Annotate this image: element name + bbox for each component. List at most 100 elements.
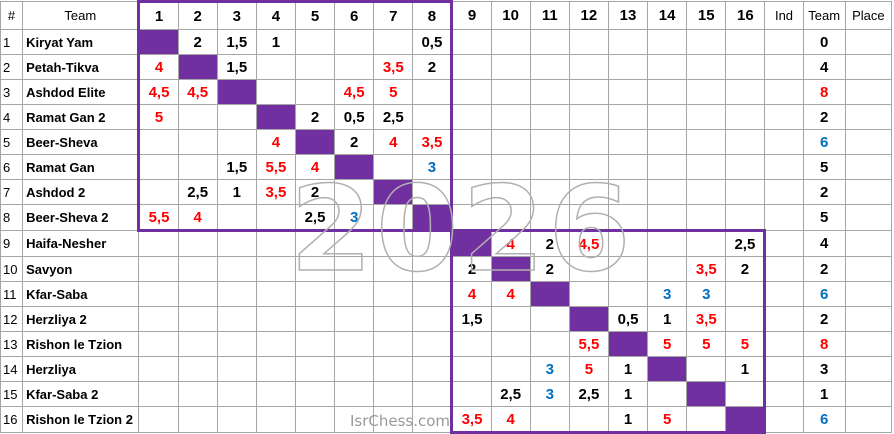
row-rank: 14 [0, 356, 24, 382]
result-cell [568, 104, 609, 130]
header-col-13: 13 [607, 1, 649, 30]
result-cell [334, 331, 375, 357]
team-score: 4 [802, 54, 846, 80]
result-cell [294, 79, 336, 105]
result-cell [529, 104, 570, 130]
result-cell [529, 54, 570, 80]
team-name: Kfar-Saba [22, 281, 140, 307]
row-rank: 9 [0, 230, 24, 257]
diagonal-cell [412, 204, 454, 232]
result-cell [216, 356, 257, 382]
result-cell [686, 104, 727, 130]
result-cell: 1 [607, 381, 649, 407]
diagonal-cell [568, 306, 609, 332]
team-name: Rishon le Tzion [22, 331, 140, 357]
result-cell [334, 306, 375, 332]
result-cell [647, 79, 688, 105]
team-score: 8 [802, 331, 846, 357]
result-cell [177, 356, 218, 382]
result-cell: 4 [137, 54, 179, 80]
team-score: 2 [802, 256, 846, 282]
result-cell: 5,5 [255, 154, 296, 180]
result-cell [568, 281, 609, 307]
result-cell [334, 281, 375, 307]
result-cell [725, 154, 766, 180]
individual-score [764, 356, 804, 382]
result-cell [138, 331, 179, 357]
result-cell: 4 [373, 129, 414, 155]
result-cell [529, 179, 570, 205]
row-rank: 7 [0, 179, 24, 205]
result-cell [138, 306, 179, 332]
result-cell: 3 [529, 381, 570, 407]
individual-score [764, 331, 804, 357]
header-col-11: 11 [529, 1, 570, 30]
individual-score [764, 306, 804, 332]
result-cell: 2 [334, 129, 375, 155]
row-rank: 11 [0, 281, 24, 307]
result-cell [451, 154, 492, 180]
result-cell [334, 29, 375, 55]
result-cell [412, 306, 453, 332]
header-col-8: 8 [412, 0, 454, 30]
result-cell [177, 406, 218, 433]
result-cell [686, 356, 727, 382]
result-cell [412, 331, 453, 357]
individual-score [764, 381, 804, 407]
result-cell [568, 54, 609, 80]
result-cell [607, 79, 649, 105]
result-cell: 3,5 [255, 179, 296, 205]
diagonal-cell [686, 381, 727, 407]
place [844, 29, 893, 55]
place [844, 230, 893, 257]
result-cell [412, 381, 453, 407]
individual-score [764, 104, 804, 130]
result-cell [294, 331, 336, 357]
result-cell: 2 [450, 256, 492, 282]
result-cell [216, 256, 257, 282]
result-cell: 5 [647, 406, 688, 434]
result-cell: 4,5 [568, 229, 609, 257]
individual-score [764, 79, 804, 105]
result-cell [373, 356, 414, 382]
result-cell [412, 281, 453, 307]
result-cell [607, 256, 649, 282]
result-cell [137, 154, 179, 180]
individual-score [764, 129, 804, 155]
team-name: Herzliya 2 [22, 306, 140, 332]
diagonal-cell [529, 281, 570, 307]
team-score: 3 [802, 356, 846, 382]
result-cell: 0,5 [607, 306, 649, 332]
result-cell [568, 79, 609, 105]
diagonal-cell [725, 406, 767, 434]
result-cell [294, 281, 336, 307]
result-cell [607, 104, 649, 130]
individual-score [764, 29, 804, 55]
result-cell [647, 204, 688, 231]
result-cell [373, 230, 414, 257]
header-col-10: 10 [490, 1, 531, 30]
result-cell: 4 [177, 204, 218, 232]
result-cell: 4 [294, 154, 336, 180]
result-cell [294, 381, 336, 407]
result-cell [255, 79, 296, 105]
result-cell [451, 104, 492, 130]
result-cell [294, 29, 336, 55]
header-col-14: 14 [647, 1, 688, 30]
result-cell [725, 306, 767, 332]
result-cell [450, 331, 492, 357]
table-row: 5 Beer-Sheva 4 2 4 3,5 6 [0, 129, 893, 155]
header-col-15: 15 [686, 1, 727, 30]
place [844, 129, 893, 155]
result-cell [334, 356, 375, 382]
result-cell [607, 54, 649, 80]
result-cell [490, 79, 531, 105]
team-name: Ramat Gan 2 [22, 104, 140, 130]
team-name: Petah-Tikva [22, 54, 140, 80]
team-score: 2 [802, 306, 846, 332]
result-cell: 1,5 [216, 54, 257, 80]
result-cell [686, 179, 727, 205]
diagonal-cell [490, 256, 531, 282]
result-cell [725, 79, 766, 105]
result-cell [334, 230, 375, 257]
